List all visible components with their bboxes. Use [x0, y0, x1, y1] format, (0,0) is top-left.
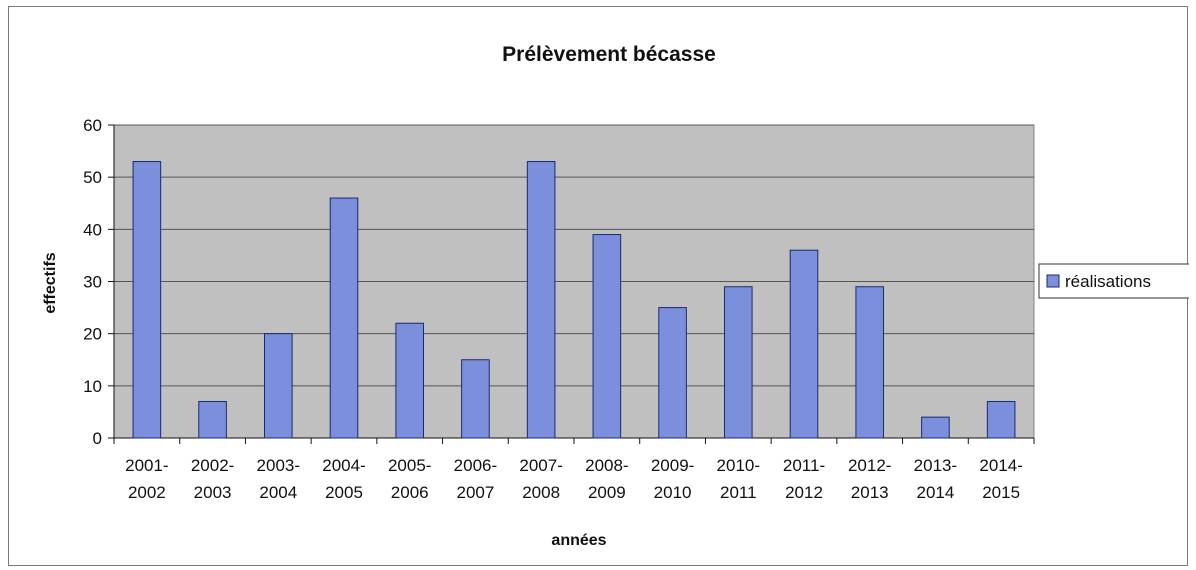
bar-chart: Prélèvement bécasse 0 10 20 30 40 50 60 2001- 20…	[42, 43, 1189, 549]
y-tick-label: 10	[83, 377, 102, 396]
x-tick-label: 2013-	[914, 456, 957, 475]
legend-label: réalisations	[1065, 272, 1151, 291]
bar	[723, 286, 753, 439]
x-tick-label: 2003-	[257, 456, 300, 475]
x-tick-label: 2010	[654, 483, 692, 502]
y-tick-label: 0	[93, 429, 102, 448]
bar	[986, 400, 1016, 439]
x-tick-label: 2008	[522, 483, 560, 502]
x-tick-label: 2002	[128, 483, 166, 502]
y-tick-label: 60	[83, 116, 102, 135]
bar	[395, 322, 425, 439]
x-tick-label: 2014	[917, 483, 955, 502]
plot-area: 0 10 20 30 40 50 60 2001- 2002 2002- 2003 2003- 2004…	[83, 116, 1035, 502]
x-tick-label: 2015	[982, 483, 1020, 502]
x-tick-label: 2001-	[125, 456, 168, 475]
x-tick-label: 2009-	[651, 456, 694, 475]
x-tick-label: 2011-	[783, 456, 825, 475]
x-tick-label: 2010-	[717, 456, 760, 475]
x-tick-label: 2007-	[519, 456, 562, 475]
bar	[855, 286, 885, 439]
x-tick-label: 2002-	[191, 456, 234, 475]
bar	[132, 161, 162, 439]
x-tick-label: 2009	[588, 483, 626, 502]
x-tick-label: 2005	[325, 483, 363, 502]
bar	[921, 416, 950, 439]
x-tick-label: 2013	[851, 483, 889, 502]
x-tick-label: 2011	[720, 483, 757, 502]
bar	[592, 234, 622, 439]
x-tick-label: 2004-	[322, 456, 365, 475]
legend-frame	[1038, 263, 1189, 299]
x-tick-label: 2006	[391, 483, 429, 502]
x-tick-label: 2005-	[388, 456, 431, 475]
bar	[526, 161, 556, 439]
bar	[789, 249, 819, 439]
bar	[329, 197, 359, 439]
bar	[461, 359, 490, 439]
x-tick-label: 2007	[457, 483, 495, 502]
bar	[263, 333, 293, 439]
x-tick-label: 2003	[194, 483, 232, 502]
chart-title: Prélèvement bécasse	[502, 43, 716, 66]
y-tick-label: 30	[83, 273, 102, 292]
y-axis-label: effectifs	[42, 252, 59, 313]
y-tick-label: 20	[83, 325, 102, 344]
chart-frame: Prélèvement bécasse 0 10 20 30 40 50 60 2001- 20…	[8, 6, 1189, 566]
bar	[658, 307, 687, 439]
x-tick-label: 2004	[259, 483, 297, 502]
y-tick-label: 40	[83, 220, 102, 239]
x-tick-label: 2012	[785, 483, 823, 502]
x-tick-label: 2012-	[848, 456, 891, 475]
x-axis-label: années	[551, 532, 606, 549]
y-tick-label: 50	[83, 168, 102, 187]
x-tick-label: 2008-	[585, 456, 628, 475]
legend-swatch	[1046, 274, 1060, 288]
legend: réalisations	[1038, 263, 1189, 299]
x-tick-label: 2006-	[454, 456, 497, 475]
x-tick-label: 2014-	[979, 456, 1022, 475]
bar	[198, 400, 227, 439]
